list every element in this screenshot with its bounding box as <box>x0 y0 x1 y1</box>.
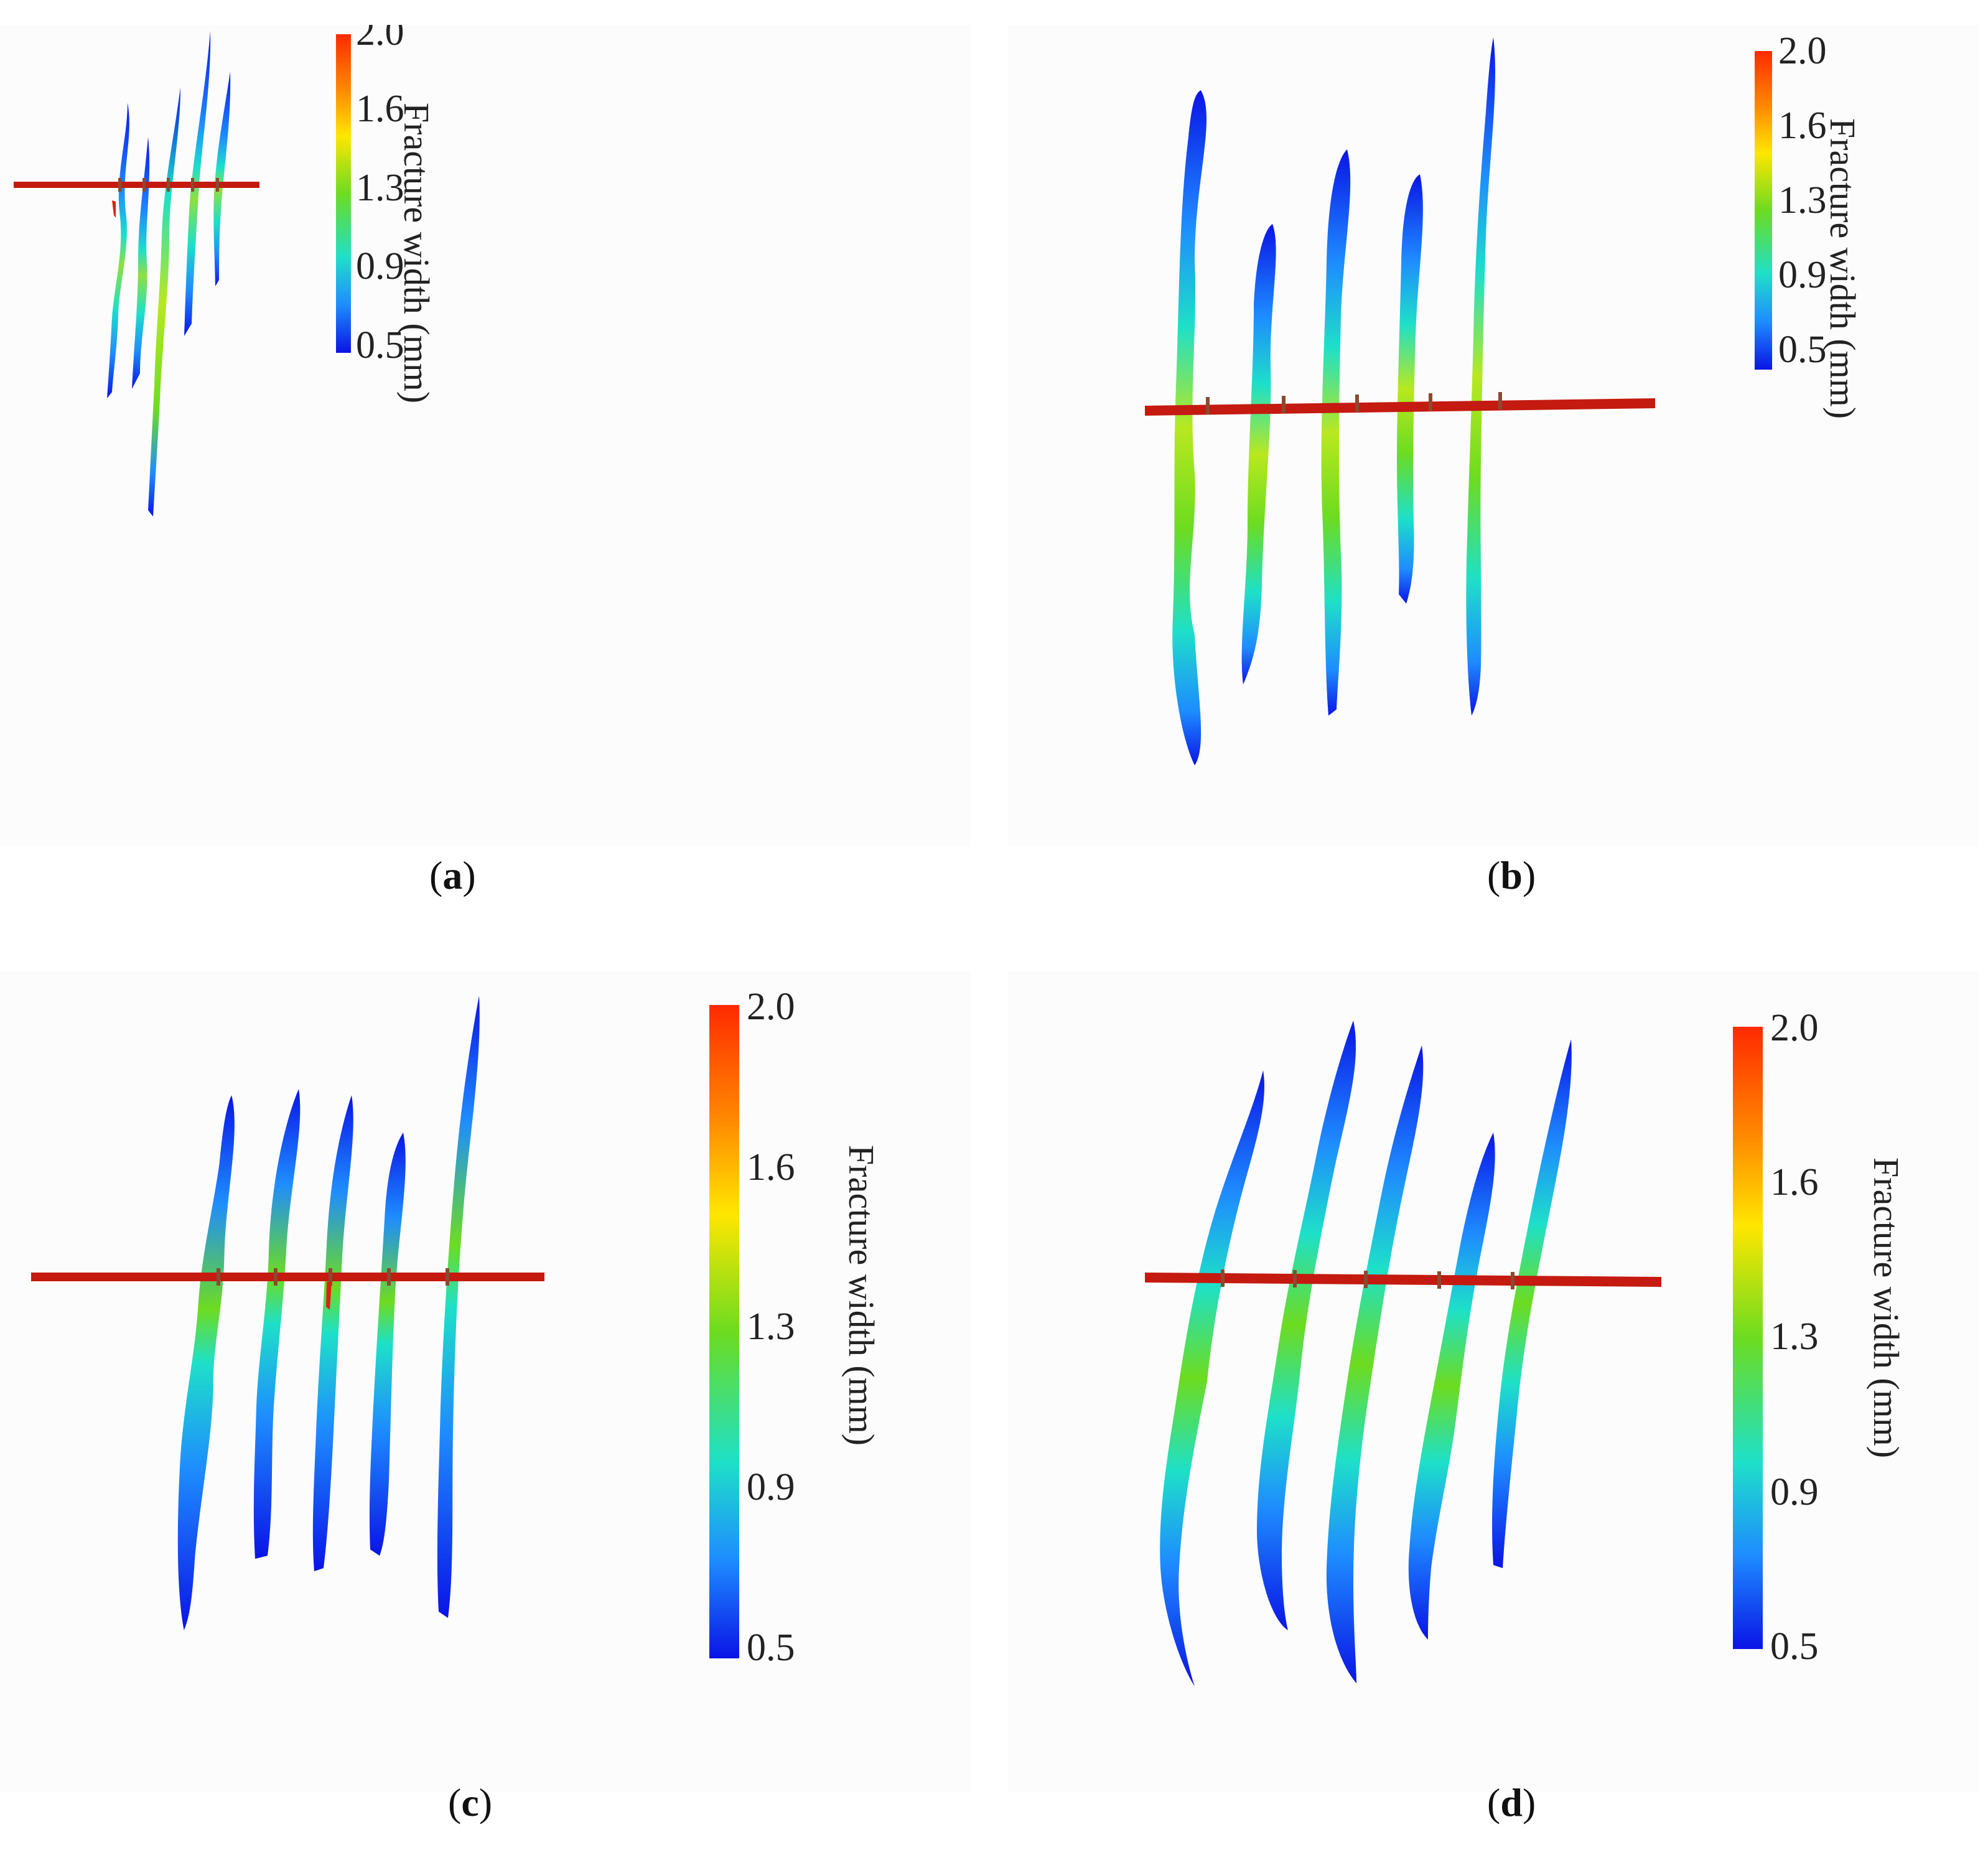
wellbore <box>1145 398 1655 416</box>
fracture-4 <box>369 1133 406 1556</box>
colorbar: 2.0 1.6 1.3 0.9 0.5 Fracture width (mm) <box>1755 30 1863 419</box>
colorbar-tick: 1.6 <box>1778 105 1827 147</box>
wellbore <box>14 182 259 188</box>
panel-c: 2.0 1.6 1.3 0.9 0.5 Fracture width (mm) <box>0 971 971 1792</box>
colorbar-tick: 1.6 <box>747 1146 795 1189</box>
colorbar-gradient <box>336 34 351 353</box>
panel-d-label: d <box>1500 1780 1523 1825</box>
fracture-5 <box>1492 1039 1572 1568</box>
panel-a-label: a <box>442 853 463 897</box>
panel-a: 2.0 1.6 1.3 0.9 0.5 Fracture width (mm) <box>0 25 971 846</box>
colorbar-tick: 1.6 <box>356 88 404 130</box>
colorbar-label: Fracture width (mm) <box>1822 118 1863 419</box>
wellbore <box>31 1273 544 1281</box>
fracture-5 <box>1466 37 1495 716</box>
colorbar-tick: 0.5 <box>1770 1625 1819 1668</box>
perforations <box>1221 1269 1514 1289</box>
colorbar: 2.0 1.6 1.3 0.9 0.5 Fracture width (mm) <box>709 986 882 1669</box>
colorbar-tick: 1.3 <box>1778 179 1827 222</box>
panel-b-caption: (b) <box>1487 853 1536 897</box>
colorbar-tick: 0.5 <box>1778 329 1827 371</box>
fracture-3 <box>312 1095 353 1571</box>
panel-c-figure: 2.0 1.6 1.3 0.9 0.5 Fracture width (mm) <box>31 986 882 1669</box>
fracture-1 <box>177 1095 235 1630</box>
colorbar-tick: 1.3 <box>747 1306 795 1348</box>
colorbar-tick: 0.5 <box>356 324 404 367</box>
fracture-3 <box>1321 149 1351 716</box>
fracture-2 <box>132 137 150 389</box>
perforations <box>217 1268 449 1286</box>
colorbar-tick: 2.0 <box>747 986 795 1028</box>
panel-b-label: b <box>1500 853 1523 897</box>
colorbar-tick: 0.9 <box>1778 254 1827 296</box>
fracture-2 <box>1257 1021 1356 1630</box>
panel-a-caption: (a) <box>429 853 476 897</box>
colorbar-label: Fracture width (mm) <box>1866 1157 1906 1458</box>
fracture-4 <box>1408 1133 1495 1640</box>
colorbar-label: Fracture width (mm) <box>841 1145 882 1446</box>
colorbar: 2.0 1.6 1.3 0.9 0.5 Fracture width (mm) <box>1733 1007 1906 1668</box>
colorbar-tick: 2.0 <box>1778 30 1827 72</box>
colorbar-tick: 0.5 <box>747 1627 795 1669</box>
perforations <box>118 178 219 192</box>
panel-c-label: c <box>461 1780 479 1825</box>
panel-d-figure: 2.0 1.6 1.3 0.9 0.5 Fracture width (mm) <box>1145 1007 1906 1686</box>
colorbar-tick: 0.9 <box>1770 1471 1819 1513</box>
colorbar-label: Fracture width (mm) <box>396 103 437 403</box>
perforations <box>1206 392 1502 414</box>
panel-c-caption: (c) <box>448 1780 493 1825</box>
panel-d-caption: (d) <box>1487 1780 1536 1825</box>
fracture-2 <box>253 1089 301 1559</box>
colorbar-tick: 0.9 <box>747 1466 795 1508</box>
panel-b-figure: 2.0 1.6 1.3 0.9 0.5 Fracture width (mm) <box>1145 30 1863 765</box>
fracture-1 <box>1172 90 1207 765</box>
fracture-5 <box>213 72 231 286</box>
wellbore <box>1145 1273 1661 1287</box>
colorbar-gradient <box>709 1005 739 1658</box>
colorbar-gradient <box>1755 51 1772 370</box>
colorbar-tick: 1.6 <box>1770 1161 1819 1203</box>
fracture-5 <box>437 996 480 1618</box>
fracture-3 <box>1326 1045 1424 1683</box>
colorbar-tick: 2.0 <box>1770 1007 1819 1049</box>
colorbar-tick: 2.0 <box>356 25 404 54</box>
panel-b: 2.0 1.6 1.3 0.9 0.5 Fracture width (mm) <box>1008 25 1979 846</box>
fracture-4 <box>1397 174 1423 604</box>
colorbar-tick: 1.3 <box>1770 1315 1819 1358</box>
colorbar: 2.0 1.6 1.3 0.9 0.5 Fracture width (mm) <box>336 25 437 403</box>
fracture-2 <box>1241 224 1276 685</box>
fracture-1 <box>1160 1070 1264 1686</box>
fracture-1 <box>107 103 129 398</box>
panel-d: 2.0 1.6 1.3 0.9 0.5 Fracture width (mm) <box>1008 971 1979 1792</box>
fracture-3 <box>148 87 180 516</box>
colorbar-gradient <box>1733 1027 1763 1649</box>
colorbar-tick: 1.3 <box>356 167 404 209</box>
colorbar-tick: 0.9 <box>356 245 404 287</box>
panel-a-figure: 2.0 1.6 1.3 0.9 0.5 Fracture width (mm) <box>14 25 437 516</box>
